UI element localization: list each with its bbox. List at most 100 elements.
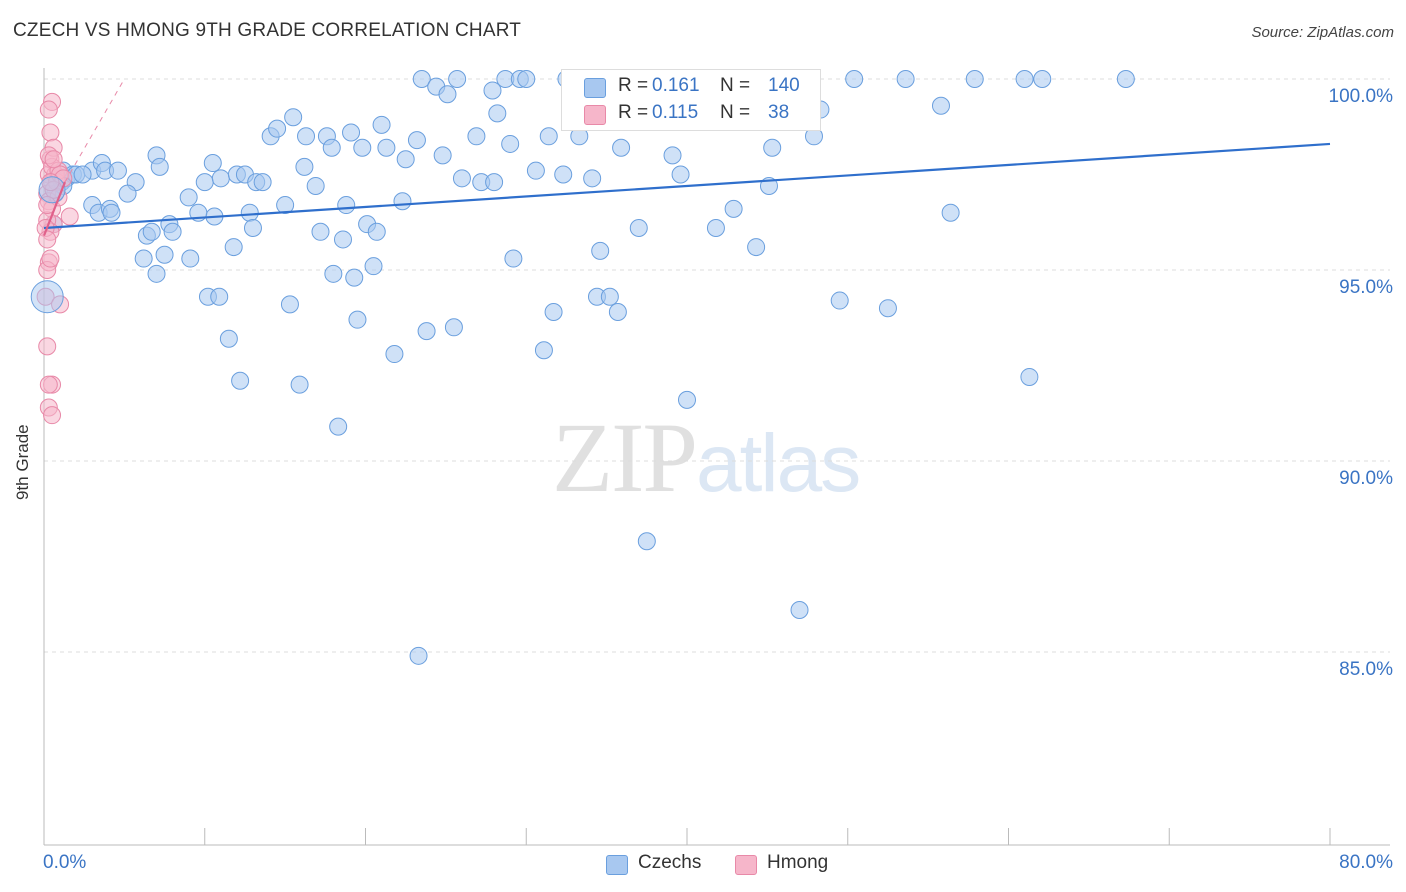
data-point-czechs: [253, 173, 272, 192]
series-label-hmong: Hmong: [767, 852, 829, 873]
x-tick-label-max: 80.0%: [1339, 852, 1393, 873]
data-point-czechs: [219, 329, 238, 348]
data-point-czechs: [407, 131, 426, 150]
data-point-czechs: [417, 322, 436, 341]
data-point-hmong: [39, 100, 58, 119]
data-point-czechs: [830, 291, 849, 310]
data-point-czechs: [385, 345, 404, 364]
data-point-czechs: [210, 287, 229, 306]
data-point-czechs: [678, 390, 696, 409]
data-point-czechs: [333, 230, 352, 249]
data-point-czechs: [444, 318, 463, 337]
data-point-czechs: [671, 165, 690, 184]
data-point-czechs: [372, 115, 391, 134]
data-point-czechs: [102, 203, 121, 222]
data-point-czechs: [790, 600, 809, 619]
data-point-czechs: [276, 196, 295, 215]
data-point-czechs: [393, 192, 412, 211]
data-point-czechs: [147, 264, 166, 283]
data-point-czechs: [637, 532, 656, 551]
data-point-czechs: [108, 161, 127, 180]
series-legend: Czechs Hmong: [0, 852, 1406, 878]
data-point-czechs: [30, 280, 64, 314]
data-point-czechs: [211, 169, 230, 188]
data-point-czechs: [539, 127, 558, 146]
data-point-hmong: [60, 207, 79, 226]
data-point-hmong: [41, 123, 60, 142]
data-point-czechs: [203, 154, 222, 173]
data-point-czechs: [591, 241, 610, 260]
data-point-czechs: [485, 173, 504, 192]
data-point-czechs: [544, 303, 563, 322]
data-point-hmong: [41, 249, 60, 268]
data-point-czechs: [433, 146, 452, 165]
data-point-hmong: [39, 375, 58, 394]
data-point-czechs: [396, 150, 415, 169]
chart-title: CZECH VS HMONG 9TH GRADE CORRELATION CHA…: [13, 20, 522, 41]
data-point-czechs: [134, 249, 153, 268]
legend-n-value: 140: [768, 75, 800, 96]
data-point-czechs: [268, 119, 287, 138]
series-swatch-hmong: [735, 855, 757, 875]
data-point-czechs: [747, 238, 766, 257]
data-point-czechs: [409, 646, 428, 665]
data-point-czechs: [348, 310, 367, 329]
data-point-czechs: [554, 165, 573, 184]
y-tick-label-95: 95.0%: [1339, 277, 1393, 298]
data-point-czechs: [629, 218, 648, 237]
watermark-atlas: atlas: [696, 418, 861, 509]
data-point-czechs: [295, 157, 314, 176]
data-point-czechs: [337, 196, 356, 215]
legend-swatch-hmong: [584, 105, 606, 125]
data-point-czechs: [73, 165, 92, 184]
y-axis-title: 9th Grade: [13, 424, 32, 500]
data-point-czechs: [240, 203, 259, 222]
data-point-czechs: [878, 299, 897, 318]
series-swatch-czechs: [606, 855, 628, 875]
data-point-czechs: [1116, 70, 1135, 88]
data-point-czechs: [504, 249, 523, 268]
data-point-czechs: [290, 375, 309, 394]
y-tick-label-90: 90.0%: [1339, 468, 1393, 489]
data-point-czechs: [306, 176, 325, 195]
data-point-czechs: [706, 218, 725, 237]
data-point-czechs: [452, 169, 471, 188]
legend-r-label: R =: [618, 102, 649, 123]
data-point-czechs: [501, 134, 520, 153]
legend-r-label: R =: [618, 75, 649, 96]
data-point-czechs: [353, 138, 372, 157]
data-point-czechs: [179, 188, 198, 207]
data-point-czechs: [1020, 367, 1039, 386]
data-point-czechs: [163, 222, 182, 241]
data-point-czechs: [965, 70, 984, 88]
watermark: ZIPatlas: [552, 400, 861, 515]
trendline-czechs: [43, 142, 1331, 230]
data-point-czechs: [155, 245, 174, 264]
data-point-czechs: [412, 70, 431, 88]
data-point-hmong: [44, 150, 63, 169]
data-point-czechs: [941, 203, 960, 222]
legend-n-value: 38: [768, 102, 790, 123]
data-point-czechs: [367, 222, 386, 241]
data-point-czechs: [1015, 70, 1034, 88]
data-point-czechs: [724, 199, 743, 218]
data-point-czechs: [284, 108, 303, 127]
y-tick-label-100: 100.0%: [1328, 86, 1393, 107]
legend-n-label: N =: [720, 102, 751, 123]
data-point-czechs: [488, 104, 507, 123]
data-point-czechs: [324, 264, 343, 283]
data-point-czechs: [1033, 70, 1052, 88]
data-point-czechs: [663, 146, 682, 165]
data-point-czechs: [195, 173, 214, 192]
data-point-czechs: [448, 70, 467, 88]
trendline-hmong: [42, 181, 66, 237]
data-point-czechs: [377, 138, 396, 157]
data-point-czechs: [311, 222, 330, 241]
correlation-legend: R = 0.161 N = 140 R = 0.115 N = 38: [561, 69, 821, 131]
legend-r-value: 0.115: [652, 102, 699, 123]
data-point-czechs: [342, 123, 361, 142]
source-label: Source: ZipAtlas.com: [1251, 24, 1394, 41]
data-point-czechs: [322, 138, 341, 157]
data-point-hmong: [38, 337, 57, 356]
